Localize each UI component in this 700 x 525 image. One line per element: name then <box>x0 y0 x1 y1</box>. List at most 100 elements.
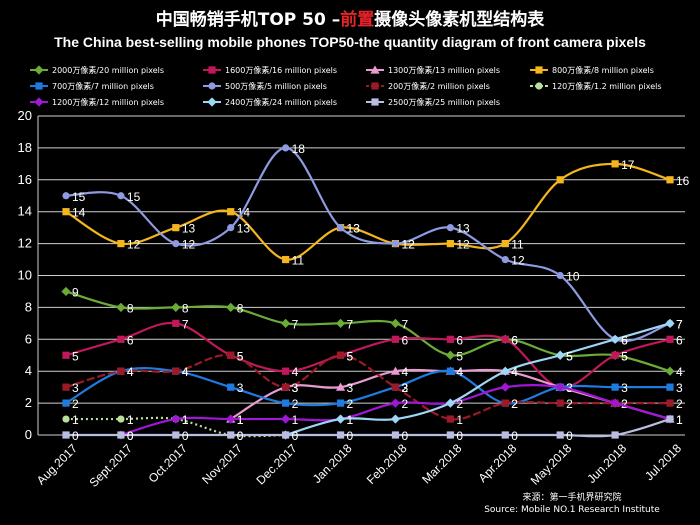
chart-title-cn-suffix: 摄像头像素机型结构表 <box>374 9 545 30</box>
data-point <box>390 318 401 328</box>
data-label: 11 <box>511 238 524 252</box>
series: 9 8 8 8 7 7 7 5 6 5 5 4 <box>61 285 683 379</box>
data-point <box>446 367 454 375</box>
data-point <box>610 334 620 344</box>
data-label: 7 <box>401 317 408 331</box>
data-point <box>117 431 125 439</box>
data-point <box>501 399 509 407</box>
data-point <box>611 351 619 359</box>
legend-item: 1600万像素/16 million pixels <box>203 65 337 75</box>
data-point <box>445 398 455 408</box>
data-point <box>281 318 291 328</box>
y-tick-label: 14 <box>18 204 32 219</box>
legend-item: 2000万像素/20 million pixels <box>30 65 164 75</box>
legend-item: 800万像素/8 million pixels <box>530 65 654 75</box>
legend-item: 2400万像素/24 million pixels <box>203 97 337 107</box>
data-point <box>611 383 619 391</box>
data-point <box>227 431 235 439</box>
data-point <box>172 431 180 439</box>
data-label: 8 <box>237 301 244 315</box>
data-point <box>62 208 70 216</box>
legend-label: 2000万像素/20 million pixels <box>52 65 164 75</box>
legend-item: 1200万像素/12 million pixels <box>30 97 164 107</box>
data-point <box>535 82 543 90</box>
legend-label: 800万像素/8 million pixels <box>552 65 654 75</box>
data-label: 3 <box>72 381 79 395</box>
x-axis: Aug.2017 Sept.2017 Oct.2017 Nov.2017 Dec.201… <box>34 441 684 490</box>
data-point <box>446 415 454 423</box>
data-label: 8 <box>182 301 189 315</box>
data-point <box>665 366 675 376</box>
data-label: 0 <box>237 429 244 443</box>
chart-title-en: The China best-selling mobile phones TOP… <box>54 34 646 50</box>
data-point <box>501 335 509 343</box>
x-tick-label: May.2018 <box>528 441 575 488</box>
data-point <box>446 224 454 232</box>
data-point <box>666 176 674 184</box>
data-point <box>336 431 345 439</box>
data-point <box>335 414 346 424</box>
data-point <box>555 382 565 392</box>
data-label: 3 <box>292 381 299 395</box>
data-label: 7 <box>347 317 354 331</box>
data-point <box>227 224 235 232</box>
data-point <box>172 224 180 232</box>
data-point <box>226 414 236 424</box>
data-label: 3 <box>292 381 299 395</box>
data-label: 6 <box>127 333 134 347</box>
data-point <box>391 431 400 439</box>
data-label: 1 <box>676 413 683 427</box>
data-label: 15 <box>127 190 141 204</box>
data-label: 14 <box>72 206 86 220</box>
data-label: 4 <box>676 365 683 379</box>
data-label: 6 <box>621 333 628 347</box>
x-tick-label: Sept.2017 <box>86 441 135 490</box>
data-label: 6 <box>401 333 408 347</box>
data-point <box>446 431 454 439</box>
data-label: 2 <box>676 397 683 411</box>
data-label: 1 <box>347 413 354 427</box>
data-label: 7 <box>676 317 683 331</box>
legend-item: 1300万像素/13 million pixels <box>366 65 500 75</box>
y-tick-label: 16 <box>18 172 32 187</box>
data-label: 4 <box>182 365 189 379</box>
x-tick-label: Feb.2018 <box>364 441 410 487</box>
data-label: 9 <box>72 285 79 299</box>
series-line <box>65 367 671 407</box>
data-label: 5 <box>621 349 628 363</box>
x-tick-label: Dec.2017 <box>254 441 300 487</box>
data-label: 1 <box>237 413 244 427</box>
y-tick-label: 20 <box>18 108 32 123</box>
data-label: 13 <box>237 222 251 236</box>
data-point <box>62 399 70 407</box>
data-label: 1 <box>72 413 79 427</box>
data-point <box>207 97 217 107</box>
data-point <box>336 399 345 407</box>
data-point <box>282 431 290 439</box>
source-en: Source: Mobile NO.1 Research Institute <box>484 505 660 515</box>
data-point <box>500 366 510 376</box>
data-point <box>208 66 216 74</box>
data-point <box>62 351 70 359</box>
data-point <box>282 367 290 375</box>
data-point <box>282 383 290 391</box>
data-label: 10 <box>566 270 580 284</box>
data-point <box>208 82 216 90</box>
data-label: 3 <box>347 381 354 395</box>
x-tick-label: Nov.2017 <box>199 441 245 487</box>
x-tick-label: Apr.2018 <box>476 441 520 485</box>
data-label: 11 <box>292 254 305 268</box>
data-label: 5 <box>566 349 573 363</box>
data-point <box>446 240 454 248</box>
legend: 2000万像素/20 million pixels 1600万像素/16 mill… <box>30 65 662 107</box>
data-label: 12 <box>511 254 525 268</box>
data-point <box>611 160 619 168</box>
data-point <box>445 350 455 360</box>
legend-label: 1600万像素/16 million pixels <box>225 65 337 75</box>
data-point <box>227 383 235 391</box>
data-label: 8 <box>127 301 134 315</box>
data-label: 1 <box>182 413 189 427</box>
series-line <box>65 146 671 343</box>
data-point <box>501 255 509 264</box>
data-point <box>116 302 126 312</box>
